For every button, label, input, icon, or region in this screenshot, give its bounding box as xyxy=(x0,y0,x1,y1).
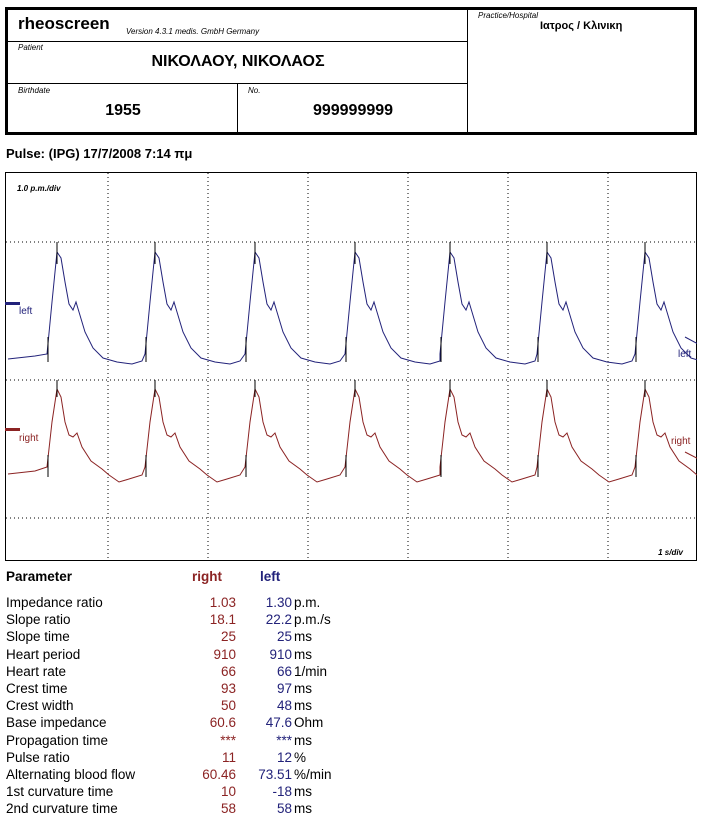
right-value: 10 xyxy=(220,784,236,800)
parameter-name: Base impedance xyxy=(6,715,107,731)
app-version: Version 4.3.1 medis. GmbH Germany xyxy=(126,27,260,36)
chart-grid xyxy=(6,173,696,560)
left-pulse-trace xyxy=(7,250,697,365)
left-channel-marker xyxy=(5,302,20,305)
parameter-unit: 1/min xyxy=(294,663,328,679)
parameter-unit: ms xyxy=(294,646,312,662)
parameter-name: Alternating blood flow xyxy=(6,767,136,782)
left-value: *** xyxy=(276,732,292,748)
left-value: 1.30 xyxy=(265,595,292,610)
header-divider xyxy=(8,41,467,42)
app-name: rheoscreen xyxy=(18,14,110,33)
right-value: 60.6 xyxy=(209,715,236,731)
practice-label: Practice/Hospital xyxy=(478,11,539,20)
birthdate-value: 1955 xyxy=(105,102,141,119)
chart-frame xyxy=(5,172,697,561)
right-value: *** xyxy=(220,732,236,748)
practice-name: Ιατρος / Κλινικη xyxy=(540,20,623,32)
left-trace-label-end: left xyxy=(678,349,692,360)
right-value: 25 xyxy=(220,629,236,645)
parameter-name: Pulse ratio xyxy=(6,749,70,765)
parameter-unit: ms xyxy=(294,784,312,800)
left-value: 66 xyxy=(276,663,292,679)
pulse-title: Pulse: (IPG) 17/7/2008 7:14 πμ xyxy=(6,146,193,161)
left-value: 73.51 xyxy=(258,767,292,782)
parameter-unit: p.m. xyxy=(294,595,321,610)
parameter-name: Crest time xyxy=(6,681,68,696)
parameter-unit: ms xyxy=(294,681,312,696)
left-trace-label: left xyxy=(19,306,33,317)
parameter-name: Slope ratio xyxy=(6,612,71,628)
left-value: 22.2 xyxy=(265,612,292,628)
scale-label: 1.0 p.m./div xyxy=(17,184,61,193)
parameter-name: 1st curvature time xyxy=(6,784,114,800)
right-value: 11 xyxy=(221,749,236,765)
left-value: 48 xyxy=(276,698,292,714)
parameter-unit: ms xyxy=(294,732,312,748)
right-trace-label: right xyxy=(19,433,39,444)
right-value: 58 xyxy=(220,801,236,817)
report-header: rheoscreen Version 4.3.1 medis. GmbH Ger… xyxy=(5,7,697,135)
header-divider xyxy=(237,83,238,132)
birthdate-label: Birthdate xyxy=(18,86,51,95)
parameter-unit: ms xyxy=(294,698,312,714)
parameter-name: Impedance ratio xyxy=(6,595,103,610)
right-pulse-trace xyxy=(7,387,697,483)
right-value: 60.46 xyxy=(202,767,236,782)
number-label: No. xyxy=(248,86,261,95)
parameter-name: 2nd curvature time xyxy=(6,801,118,817)
left-value: -18 xyxy=(272,784,292,800)
right-column-header: right xyxy=(192,569,222,584)
parameter-unit: ms xyxy=(294,629,312,645)
right-value: 910 xyxy=(213,646,236,662)
left-column-header: left xyxy=(260,569,281,584)
patient-number: 999999999 xyxy=(312,102,394,119)
right-trace-label-end: right xyxy=(671,436,691,447)
trace-layer xyxy=(7,242,697,483)
parameter-name: Propagation time xyxy=(6,732,109,748)
right-value: 18.1 xyxy=(209,612,236,628)
left-value: 910 xyxy=(269,646,292,662)
parameter-unit: %/min xyxy=(294,767,332,782)
parameter-unit: Ohm xyxy=(294,715,324,731)
parameter-name: Crest width xyxy=(6,698,74,714)
parameter-unit: p.m./s xyxy=(294,612,331,628)
right-value: 93 xyxy=(220,681,236,696)
left-value: 58 xyxy=(276,801,292,817)
parameter-name: Slope time xyxy=(6,629,70,645)
time-scale-label: 1 s/div xyxy=(658,548,683,557)
right-value: 1.03 xyxy=(209,595,236,610)
right-channel-marker xyxy=(5,428,20,431)
parameter-name: Heart period xyxy=(6,646,81,662)
pulse-chart: 1.0 p.m./div 1 s/div left left right rig… xyxy=(5,172,697,561)
left-value: 25 xyxy=(276,629,292,645)
left-value: 97 xyxy=(276,681,292,696)
right-value: 66 xyxy=(220,663,236,679)
parameter-column-header: Parameter xyxy=(6,569,73,584)
patient-name: ΝΙΚΟΛΑΟΥ, ΝΙΚΟΛΑΟΣ xyxy=(151,53,325,70)
parameter-name: Heart rate xyxy=(6,663,67,679)
patient-label: Patient xyxy=(18,43,43,52)
left-value: 47.6 xyxy=(265,715,292,731)
left-value: 12 xyxy=(276,749,292,765)
right-value: 50 xyxy=(220,698,236,714)
parameter-unit: ms xyxy=(294,801,312,817)
header-divider xyxy=(467,10,468,132)
parameter-unit: % xyxy=(294,749,307,765)
